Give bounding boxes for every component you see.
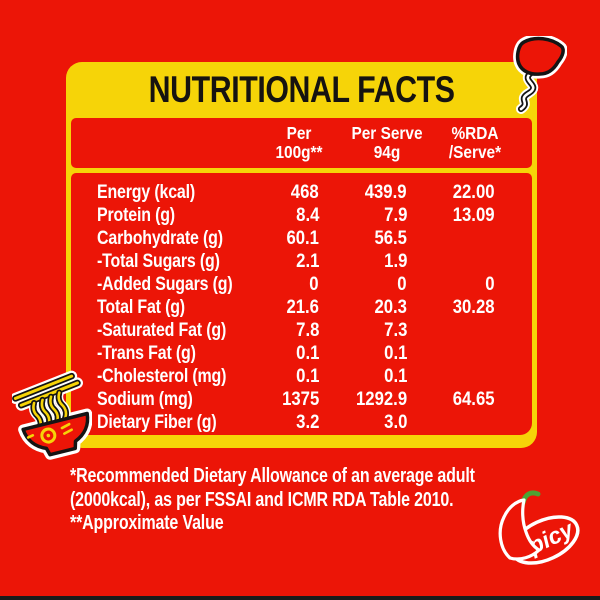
table-row: -Trans Fat (g) 0.1 0.1 xyxy=(71,342,532,365)
value-per-100g: 2.1 xyxy=(295,250,319,272)
value-per-100g: 0.1 xyxy=(295,365,319,387)
value-rda: 64.65 xyxy=(453,388,495,410)
value-rda: 30.28 xyxy=(453,296,495,318)
chili-pepper xyxy=(498,498,541,561)
table-header-row: Per 100g** Per Serve 94g %RDA /Serve* xyxy=(71,118,532,168)
value-per-100g: 468 xyxy=(291,181,319,203)
table-row: Sodium (mg) 1375 1292.9 64.65 xyxy=(71,388,532,411)
column-header-rda-per-serve: %RDA /Serve* xyxy=(448,123,502,162)
value-per-100g: 21.6 xyxy=(286,296,319,318)
footnote-rda-2: (2000kcal), as per FSSAI and ICMR RDA Ta… xyxy=(70,487,454,511)
value-rda: 13.09 xyxy=(453,204,495,226)
value-per-serve: 3.0 xyxy=(383,411,407,433)
table-row: Protein (g) 8.4 7.9 13.09 xyxy=(71,204,532,227)
nutrient-name: -Cholesterol (mg) xyxy=(97,365,227,387)
value-per-serve: 56.5 xyxy=(374,227,407,249)
nutrient-name: Energy (kcal) xyxy=(97,181,196,203)
nutrient-name: Carbohydrate (g) xyxy=(97,227,223,249)
value-per-100g: 0 xyxy=(309,273,319,295)
nutrient-name: -Total Sugars (g) xyxy=(97,250,220,272)
nutrient-name: -Saturated Fat (g) xyxy=(97,319,227,341)
value-per-100g: 1375 xyxy=(281,388,319,410)
table-row: Energy (kcal) 468 439.9 22.00 xyxy=(71,181,532,204)
nutrition-table: Energy (kcal) 468 439.9 22.00 Protein (g… xyxy=(71,173,532,435)
value-per-100g: 7.8 xyxy=(295,319,319,341)
value-rda: 0 xyxy=(485,273,495,295)
column-header-per-serve: Per Serve 94g xyxy=(351,123,423,162)
table-row: -Cholesterol (mg) 0.1 0.1 xyxy=(71,365,532,388)
nutrient-name: -Trans Fat (g) xyxy=(97,342,196,364)
value-per-serve: 1292.9 xyxy=(355,388,407,410)
nutrient-name: -Added Sugars (g) xyxy=(97,273,233,295)
screenshot-bottom-edge xyxy=(0,596,600,600)
table-row: -Total Sugars (g) 2.1 1.9 xyxy=(71,250,532,273)
value-per-100g: 0.1 xyxy=(295,342,319,364)
table-row: Carbohydrate (g) 60.1 56.5 xyxy=(71,227,532,250)
footnote-approximate: **Approximate Value xyxy=(70,511,224,534)
value-per-serve: 0.1 xyxy=(383,365,407,387)
value-per-100g: 60.1 xyxy=(286,227,319,249)
value-per-serve: 1.9 xyxy=(383,250,407,272)
value-per-serve: 439.9 xyxy=(365,181,407,203)
footnotes: *Recommended Dietary Allowance of an ave… xyxy=(70,464,589,535)
value-per-100g: 3.2 xyxy=(295,411,319,433)
page-title: NUTRITIONAL FACTS xyxy=(148,69,455,110)
table-row: Total Fat (g) 21.6 20.3 30.28 xyxy=(71,296,532,319)
nutrient-name: Protein (g) xyxy=(97,204,175,226)
nutrition-label: NUTRITIONAL FACTS Per 100g** Per Serve 9… xyxy=(66,62,537,448)
value-per-serve: 0 xyxy=(397,273,407,295)
value-per-serve: 20.3 xyxy=(374,296,407,318)
nutrient-name: Sodium (mg) xyxy=(97,388,193,410)
value-per-serve: 7.3 xyxy=(383,319,407,341)
footnote-rda: *Recommended Dietary Allowance of an ave… xyxy=(70,464,475,487)
noodle-bowl-icon xyxy=(12,370,92,460)
value-per-serve: 0.1 xyxy=(383,342,407,364)
table-row: -Added Sugars (g) 0 0 0 xyxy=(71,273,532,296)
value-rda: 22.00 xyxy=(453,181,495,203)
value-per-100g: 8.4 xyxy=(295,204,319,226)
nutrition-label-title-band: NUTRITIONAL FACTS xyxy=(66,62,537,118)
table-row: -Saturated Fat (g) 7.8 7.3 xyxy=(71,319,532,342)
value-per-serve: 7.9 xyxy=(383,204,407,226)
chili-spicy-badge-icon: spicy xyxy=(498,490,580,565)
nutrient-name: Dietary Fiber (g) xyxy=(97,411,217,433)
column-header-per-100g: Per 100g** xyxy=(275,123,323,162)
nutrient-name: Total Fat (g) xyxy=(97,296,185,318)
chili-doodle-icon xyxy=(513,36,567,114)
table-row: Dietary Fiber (g) 3.2 3.0 xyxy=(71,411,532,434)
